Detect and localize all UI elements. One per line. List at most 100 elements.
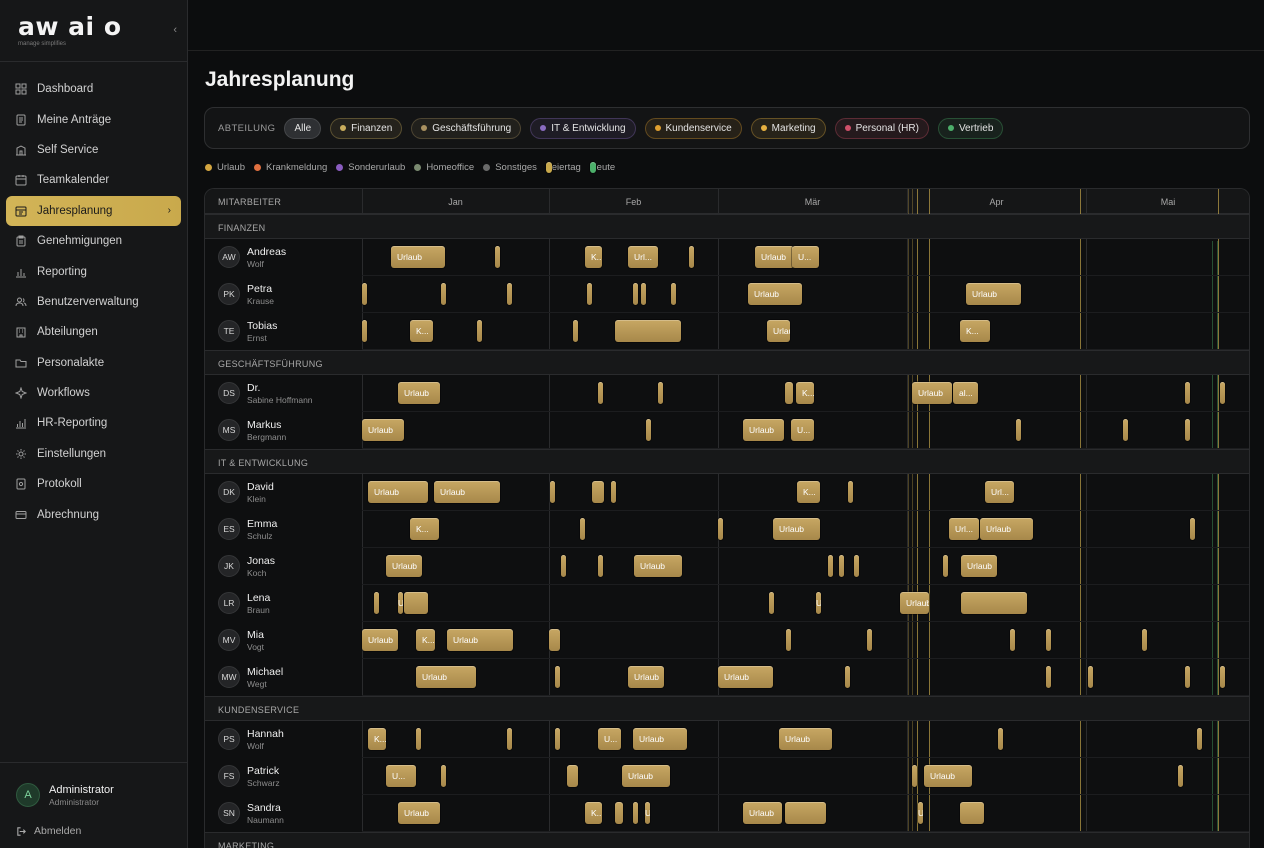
employee-avatar[interactable]: MV (218, 629, 240, 651)
absence-bar[interactable]: Urlaub (645, 802, 650, 824)
employee-avatar[interactable]: MW (218, 666, 240, 688)
absence-bar[interactable] (404, 592, 428, 614)
collapse-sidebar-icon[interactable]: ‹ (173, 24, 177, 36)
sidebar-item-abteilungen[interactable]: Abteilungen (6, 317, 181, 347)
sidebar-item-protokoll[interactable]: Protokoll (6, 469, 181, 499)
absence-bar[interactable] (567, 765, 578, 787)
absence-bar[interactable]: Urlaub (748, 283, 802, 305)
employee-avatar[interactable]: JK (218, 555, 240, 577)
absence-bar[interactable] (1220, 382, 1225, 404)
absence-bar[interactable]: Urlaub (718, 666, 773, 688)
absence-bar[interactable]: Urlaub (980, 518, 1033, 540)
absence-bar[interactable] (1185, 666, 1190, 688)
employee-avatar[interactable]: ES (218, 518, 240, 540)
absence-bar[interactable]: Urlaub (622, 765, 670, 787)
absence-bar[interactable]: Urlaub (633, 728, 687, 750)
absence-bar[interactable]: K... (960, 320, 990, 342)
absence-bar[interactable] (641, 283, 646, 305)
filter-chip-vertrieb[interactable]: Vertrieb (937, 117, 1004, 139)
absence-bar[interactable] (854, 555, 859, 577)
employee-avatar[interactable]: PK (218, 283, 240, 305)
absence-bar[interactable] (839, 555, 844, 577)
absence-bar[interactable] (1220, 666, 1225, 688)
absence-bar[interactable]: U... (791, 419, 814, 441)
absence-bar[interactable] (615, 802, 623, 824)
absence-bar[interactable]: Url... (985, 481, 1014, 503)
absence-bar[interactable]: Urlaub (961, 555, 997, 577)
absence-bar[interactable] (561, 555, 566, 577)
absence-bar[interactable] (550, 481, 555, 503)
absence-bar[interactable] (1088, 666, 1093, 688)
employee-avatar[interactable]: LR (218, 592, 240, 614)
absence-bar[interactable]: Urlaub (912, 382, 952, 404)
absence-bar[interactable] (495, 246, 500, 268)
sidebar-item-einstellungen[interactable]: Einstellungen (6, 439, 181, 469)
absence-bar[interactable] (960, 802, 984, 824)
absence-bar[interactable] (362, 320, 367, 342)
absence-bar[interactable] (867, 629, 872, 651)
absence-bar[interactable] (1010, 629, 1015, 651)
filter-chip-it-entwicklung[interactable]: IT & Entwicklung (530, 117, 636, 139)
employee-avatar[interactable]: TE (218, 320, 240, 342)
absence-bar[interactable] (786, 629, 791, 651)
absence-bar[interactable] (1185, 419, 1190, 441)
absence-bar[interactable] (961, 592, 1027, 614)
absence-bar[interactable] (1178, 765, 1183, 787)
absence-bar[interactable] (416, 728, 421, 750)
absence-bar[interactable] (598, 382, 603, 404)
absence-bar[interactable]: Urlaub (767, 320, 790, 342)
absence-bar[interactable] (555, 666, 560, 688)
absence-bar[interactable]: Url... (949, 518, 979, 540)
absence-bar[interactable] (507, 283, 512, 305)
absence-bar[interactable]: Urlaub (966, 283, 1021, 305)
sidebar-item-teamkalender[interactable]: Teamkalender (6, 165, 181, 195)
app-logo[interactable]: aw ai o (18, 12, 122, 41)
filter-chip-marketing[interactable]: Marketing (750, 117, 826, 139)
absence-bar[interactable] (785, 802, 826, 824)
absence-bar[interactable]: U... (918, 802, 923, 824)
absence-bar[interactable]: Urlaub (398, 802, 440, 824)
employee-avatar[interactable]: FS (218, 765, 240, 787)
absence-bar[interactable]: Urlaub (755, 246, 794, 268)
employee-avatar[interactable]: DS (218, 382, 240, 404)
absence-bar[interactable]: Urlaub (362, 629, 398, 651)
absence-bar[interactable]: Urlaub (434, 481, 500, 503)
employee-avatar[interactable]: DK (218, 481, 240, 503)
absence-bar[interactable] (689, 246, 694, 268)
absence-bar[interactable]: K... (368, 728, 386, 750)
absence-bar[interactable] (848, 481, 853, 503)
absence-bar[interactable]: Urlaub (634, 555, 682, 577)
absence-bar[interactable]: Url... (628, 246, 658, 268)
absence-bar[interactable]: Urlaub (386, 555, 422, 577)
absence-bar[interactable]: U... (792, 246, 819, 268)
sidebar-item-genehmigungen[interactable]: Genehmigungen (6, 226, 181, 256)
absence-bar[interactable] (441, 283, 446, 305)
absence-bar[interactable] (598, 555, 603, 577)
absence-bar[interactable]: Urlaub (628, 666, 664, 688)
absence-bar[interactable]: Urlaub (900, 592, 929, 614)
sidebar-item-self-service[interactable]: Self Service (6, 135, 181, 165)
absence-bar[interactable] (374, 592, 379, 614)
absence-bar[interactable] (1190, 518, 1195, 540)
sidebar-item-personalakte[interactable]: Personalakte (6, 348, 181, 378)
absence-bar[interactable]: Urlaub (416, 666, 476, 688)
filter-chip-kundenservice[interactable]: Kundenservice (644, 117, 742, 139)
absence-bar[interactable] (785, 382, 793, 404)
absence-bar[interactable]: Urlaub (447, 629, 513, 651)
absence-bar[interactable]: K... (416, 629, 435, 651)
absence-bar[interactable] (912, 765, 917, 787)
absence-bar[interactable] (1185, 382, 1190, 404)
absence-bar[interactable] (1016, 419, 1021, 441)
employee-avatar[interactable]: MS (218, 419, 240, 441)
sidebar-item-abrechnung[interactable]: Abrechnung (6, 499, 181, 529)
absence-bar[interactable] (611, 481, 616, 503)
absence-bar[interactable]: K... (797, 481, 820, 503)
employee-avatar[interactable]: SN (218, 802, 240, 824)
absence-bar[interactable] (633, 283, 638, 305)
absence-bar[interactable]: K... (410, 320, 433, 342)
absence-bar[interactable]: Urlaub (924, 765, 972, 787)
absence-bar[interactable]: Urlaub (743, 419, 784, 441)
absence-bar[interactable] (477, 320, 482, 342)
absence-bar[interactable] (587, 283, 592, 305)
employee-avatar[interactable]: PS (218, 728, 240, 750)
